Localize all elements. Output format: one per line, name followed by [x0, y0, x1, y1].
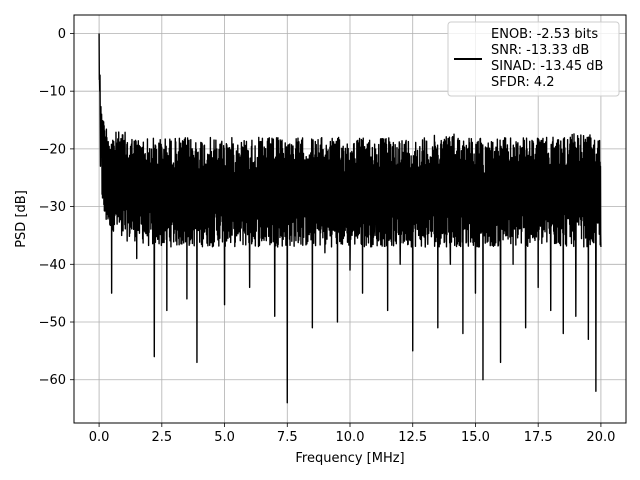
y-tick-label: −20 — [39, 142, 66, 157]
x-tick-label: 10.0 — [336, 430, 365, 445]
x-tick-label: 7.5 — [277, 430, 298, 445]
plot-area — [98, 33, 602, 404]
y-tick-label: −50 — [39, 316, 66, 331]
legend: ENOB: -2.53 bits SNR: -13.33 dB SINAD: -… — [447, 21, 620, 97]
psd-series-line — [98, 33, 602, 404]
x-tick-label: 15.0 — [461, 430, 490, 445]
x-axis-ticks: 0.0 2.5 5.0 7.5 10.0 12.5 15.0 17.5 20.0 — [89, 423, 615, 445]
legend-line-sinad: SINAD: -13.45 dB — [491, 59, 603, 74]
x-tick-label: 20.0 — [586, 430, 615, 445]
x-tick-label: 0.0 — [89, 430, 110, 445]
x-axis-label: Frequency [MHz] — [295, 451, 404, 466]
y-tick-label: −40 — [39, 258, 66, 273]
y-tick-label: −60 — [39, 373, 66, 388]
y-tick-label: −10 — [39, 85, 66, 100]
y-tick-label: 0 — [58, 27, 66, 42]
y-axis-label: PSD [dB] — [14, 190, 29, 248]
y-tick-label: −30 — [39, 200, 66, 215]
legend-box — [447, 21, 620, 97]
y-axis-ticks: 0 −10 −20 −30 −40 −50 −60 — [39, 27, 74, 388]
x-tick-label: 5.0 — [214, 430, 235, 445]
x-tick-label: 12.5 — [398, 430, 427, 445]
legend-line-sfdr: SFDR: 4.2 — [491, 75, 555, 90]
x-tick-label: 17.5 — [524, 430, 553, 445]
legend-line-enob: ENOB: -2.53 bits — [491, 27, 598, 42]
legend-line-snr: SNR: -13.33 dB — [491, 43, 589, 58]
x-tick-label: 2.5 — [151, 430, 172, 445]
